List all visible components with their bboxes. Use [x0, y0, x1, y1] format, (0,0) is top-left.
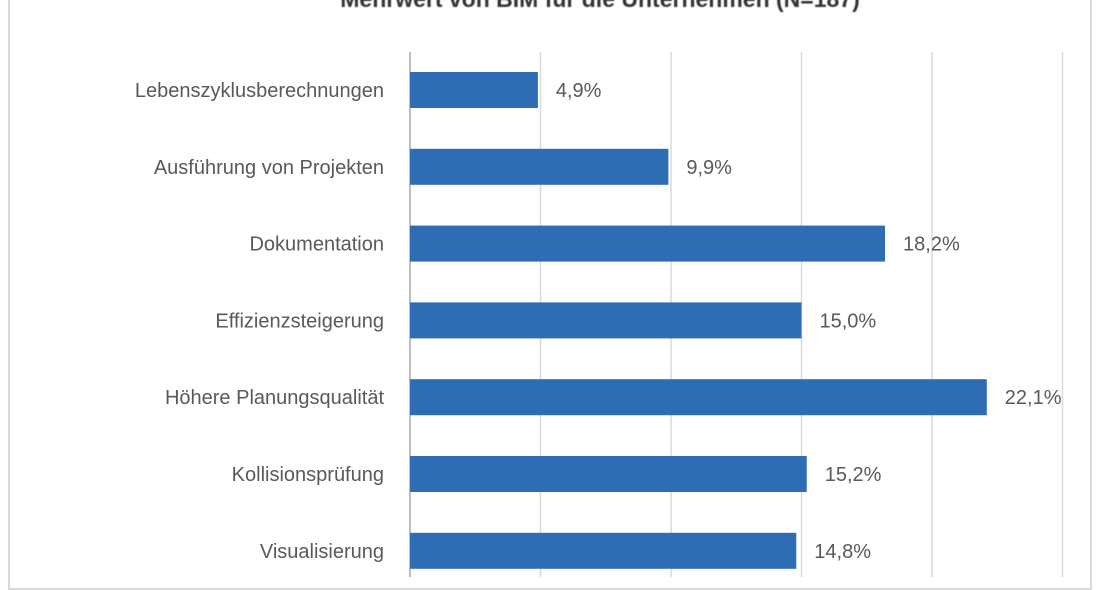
data-label: 18,2%: [903, 234, 960, 256]
data-label: 4,9%: [556, 80, 602, 102]
category-label: Effizienzsteigerung: [215, 310, 384, 332]
category-label: Lebenszyklusberechnungen: [135, 80, 384, 102]
data-label: 15,2%: [825, 464, 882, 486]
category-label: Visualisierung: [260, 541, 384, 563]
bar: [410, 72, 538, 108]
data-label: 14,8%: [814, 541, 871, 563]
bar: [410, 532, 797, 569]
data-label: 15,0%: [820, 310, 877, 332]
category-label: Ausführung von Projekten: [154, 157, 384, 179]
chart-title: Mehrwert von BIM für die Unternehmen (N=…: [0, 0, 1100, 13]
bar: [410, 456, 807, 492]
category-label: Dokumentation: [249, 234, 384, 256]
data-label: 9,9%: [686, 157, 732, 179]
bar: [410, 148, 669, 185]
data-label: 22,1%: [1005, 387, 1062, 409]
bar: [410, 302, 802, 339]
bar-chart: Lebenszyklusberechnungen 4,9% Ausführung v…: [135, 52, 1064, 577]
bar: [410, 379, 987, 416]
bar: [410, 225, 886, 262]
category-label: Kollisionsprüfung: [232, 464, 384, 486]
category-label: Höhere Planungsqualität: [165, 387, 384, 409]
